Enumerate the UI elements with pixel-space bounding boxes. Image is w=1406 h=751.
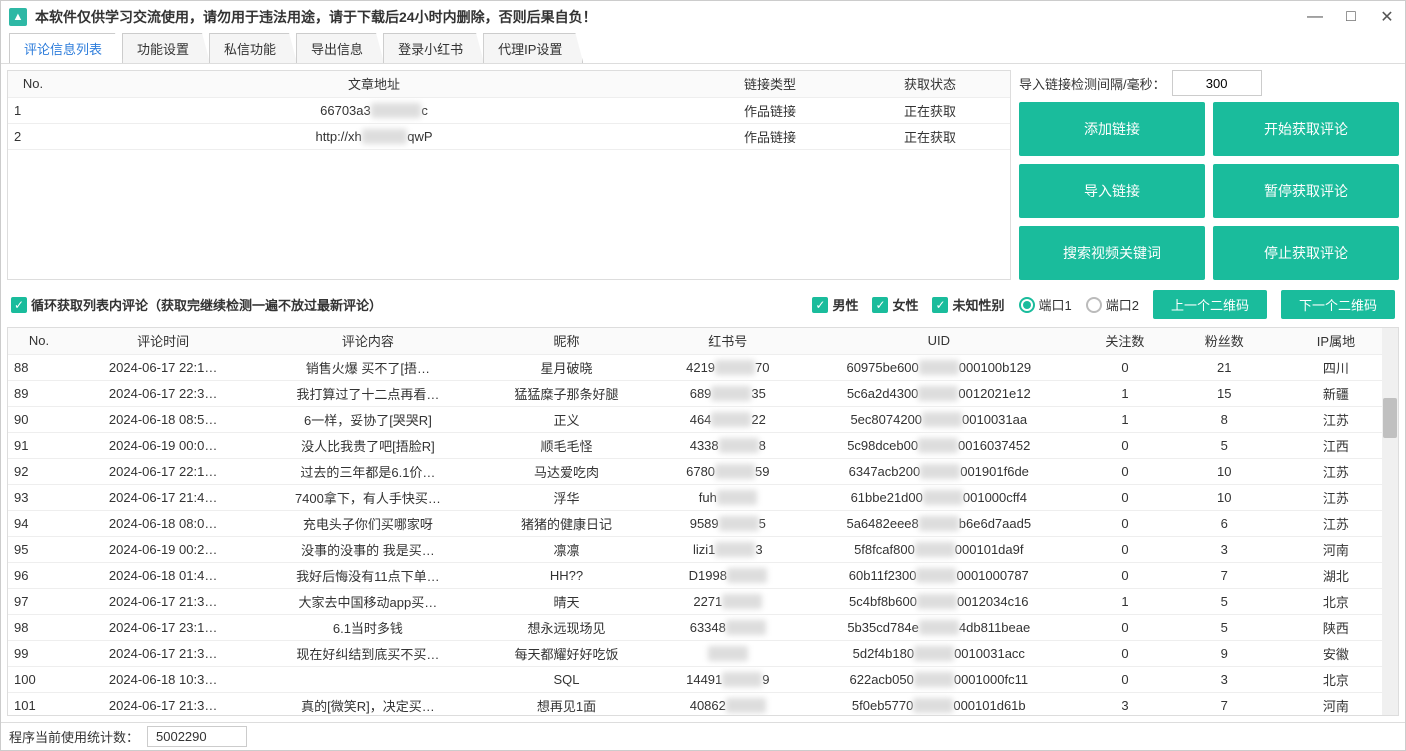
button-grid: 添加链接开始获取评论导入链接暂停获取评论搜索视频关键词停止获取评论	[1019, 102, 1399, 280]
port1-label: 端口1	[1039, 295, 1072, 314]
female-checkbox[interactable]: ✓ 女性	[872, 295, 918, 314]
app-icon: ▲	[9, 8, 27, 26]
link-row[interactable]: 166703a30000000c作品链接正在获取	[8, 97, 1010, 123]
btn-添加链接[interactable]: 添加链接	[1019, 102, 1205, 156]
link-table: No.文章地址链接类型获取状态 166703a30000000c作品链接正在获取…	[8, 71, 1010, 150]
stat-value: 5002290	[147, 726, 247, 747]
interval-row: 导入链接检测间隔/毫秒：	[1019, 70, 1399, 96]
link-col-文章地址: 文章地址	[58, 71, 690, 97]
next-qr-button[interactable]: 下一个二维码	[1281, 290, 1395, 319]
loop-label: 循环获取列表内评论（获取完继续检测一遍不放过最新评论）	[31, 295, 382, 314]
check-icon: ✓	[872, 297, 888, 313]
comments-col-评论内容: 评论内容	[256, 328, 479, 354]
link-col-No.: No.	[8, 71, 58, 97]
comments-col-关注数: 关注数	[1075, 328, 1174, 354]
comments-col-UID: UID	[802, 328, 1075, 354]
scrollbar[interactable]	[1382, 328, 1398, 715]
comments-table-wrap: No.评论时间评论内容昵称红书号UID关注数粉丝数IP属地 882024-06-…	[7, 327, 1399, 716]
comment-row[interactable]: 942024-06-18 08:0…充电头子你们买哪家呀猪猪的健康日记9589x…	[8, 510, 1398, 536]
tab-评论信息列表[interactable]: 评论信息列表	[9, 33, 123, 63]
top-section: No.文章地址链接类型获取状态 166703a30000000c作品链接正在获取…	[7, 70, 1399, 280]
unknown-checkbox[interactable]: ✓ 未知性别	[932, 295, 1004, 314]
comments-header: No.评论时间评论内容昵称红书号UID关注数粉丝数IP属地	[8, 328, 1398, 354]
minimize-button[interactable]: —	[1305, 7, 1325, 27]
tab-私信功能[interactable]: 私信功能	[209, 33, 297, 63]
comment-row[interactable]: 1002024-06-18 10:3…SQL14491xxx9622acb050…	[8, 666, 1398, 692]
male-label: 男性	[832, 295, 858, 314]
scrollbar-thumb[interactable]	[1383, 398, 1397, 438]
female-label: 女性	[892, 295, 918, 314]
comments-col-粉丝数: 粉丝数	[1175, 328, 1274, 354]
btn-暂停获取评论[interactable]: 暂停获取评论	[1213, 164, 1399, 218]
window-title: 本软件仅供学习交流使用，请勿用于违法用途，请于下载后24小时内删除，否则后果自负…	[35, 7, 1305, 27]
content-area: No.文章地址链接类型获取状态 166703a30000000c作品链接正在获取…	[1, 64, 1405, 722]
comment-row[interactable]: 882024-06-17 22:1…销售火爆 买不了[捂…星月破晓4219xxx…	[8, 354, 1398, 380]
comments-col-No.: No.	[8, 328, 70, 354]
comment-row[interactable]: 952024-06-19 00:2…没事的没事的 我是买…凛凛lizi1xxx3…	[8, 536, 1398, 562]
comment-row[interactable]: 922024-06-17 22:1…过去的三年都是6.1价…马达爱吃肉6780x…	[8, 458, 1398, 484]
port2-label: 端口2	[1106, 295, 1139, 314]
comment-row[interactable]: 892024-06-17 22:3…我打算过了十二点再看…猛猛糜子那条好腿689…	[8, 380, 1398, 406]
check-icon: ✓	[11, 297, 27, 313]
comment-row[interactable]: 1012024-06-17 21:3…真的[微笑R]，决定买…想再见1面4086…	[8, 692, 1398, 716]
link-row[interactable]: 2http://xhxxxxxxxqwP作品链接正在获取	[8, 123, 1010, 149]
interval-label: 导入链接检测间隔/毫秒：	[1019, 74, 1166, 93]
comments-col-IP属地: IP属地	[1274, 328, 1398, 354]
tab-bar: 评论信息列表功能设置私信功能导出信息登录小红书代理IP设置	[1, 33, 1405, 64]
maximize-button[interactable]: □	[1341, 7, 1361, 27]
link-table-header: No.文章地址链接类型获取状态	[8, 71, 1010, 97]
link-table-wrap: No.文章地址链接类型获取状态 166703a30000000c作品链接正在获取…	[7, 70, 1011, 280]
window-controls: — □ ✕	[1305, 7, 1397, 27]
app-window: ▲ 本软件仅供学习交流使用，请勿用于违法用途，请于下载后24小时内删除，否则后果…	[0, 0, 1406, 751]
comment-row[interactable]: 992024-06-17 21:3…现在好纠结到底买不买…每天都耀好好吃饭xxx…	[8, 640, 1398, 666]
tab-登录小红书[interactable]: 登录小红书	[383, 33, 484, 63]
tab-导出信息[interactable]: 导出信息	[296, 33, 384, 63]
filters-row: ✓ 循环获取列表内评论（获取完继续检测一遍不放过最新评论） ✓ 男性 ✓ 女性 …	[7, 284, 1399, 325]
stat-label: 程序当前使用统计数：	[9, 727, 139, 746]
check-icon: ✓	[932, 297, 948, 313]
unknown-label: 未知性别	[952, 295, 1004, 314]
btn-搜索视频关键词[interactable]: 搜索视频关键词	[1019, 226, 1205, 280]
side-panel: 导入链接检测间隔/毫秒： 添加链接开始获取评论导入链接暂停获取评论搜索视频关键词…	[1019, 70, 1399, 280]
port2-radio[interactable]: 端口2	[1086, 295, 1139, 314]
radio-icon	[1086, 297, 1102, 313]
check-icon: ✓	[812, 297, 828, 313]
comment-row[interactable]: 912024-06-19 00:0…没人比我贵了吧[捂脸R]顺毛毛怪4338xx…	[8, 432, 1398, 458]
comment-row[interactable]: 902024-06-18 08:5…6一样，妥协了[哭哭R]正义464xxx22…	[8, 406, 1398, 432]
btn-停止获取评论[interactable]: 停止获取评论	[1213, 226, 1399, 280]
comments-col-红书号: 红书号	[653, 328, 802, 354]
radio-icon	[1019, 297, 1035, 313]
loop-checkbox[interactable]: ✓ 循环获取列表内评论（获取完继续检测一遍不放过最新评论）	[11, 295, 382, 314]
comments-table: No.评论时间评论内容昵称红书号UID关注数粉丝数IP属地 882024-06-…	[8, 328, 1398, 716]
port1-radio[interactable]: 端口1	[1019, 295, 1072, 314]
statusbar: 程序当前使用统计数： 5002290	[1, 722, 1405, 750]
close-button[interactable]: ✕	[1377, 7, 1397, 27]
tab-代理IP设置[interactable]: 代理IP设置	[483, 33, 583, 63]
btn-导入链接[interactable]: 导入链接	[1019, 164, 1205, 218]
comment-row[interactable]: 932024-06-17 21:4…7400拿下，有人手快买…浮华fuhxxx6…	[8, 484, 1398, 510]
comment-row[interactable]: 982024-06-17 23:1…6.1当时多钱想永远现场见63348xxx5…	[8, 614, 1398, 640]
prev-qr-button[interactable]: 上一个二维码	[1153, 290, 1267, 319]
btn-开始获取评论[interactable]: 开始获取评论	[1213, 102, 1399, 156]
comments-col-评论时间: 评论时间	[70, 328, 256, 354]
male-checkbox[interactable]: ✓ 男性	[812, 295, 858, 314]
tab-功能设置[interactable]: 功能设置	[122, 33, 210, 63]
comment-row[interactable]: 962024-06-18 01:4…我好后悔没有11点下单…HH??D1998x…	[8, 562, 1398, 588]
comments-col-昵称: 昵称	[480, 328, 654, 354]
titlebar: ▲ 本软件仅供学习交流使用，请勿用于违法用途，请于下载后24小时内删除，否则后果…	[1, 1, 1405, 33]
link-col-获取状态: 获取状态	[850, 71, 1010, 97]
comment-row[interactable]: 972024-06-17 21:3…大家去中国移动app买…晴天2271xxx5…	[8, 588, 1398, 614]
interval-input[interactable]	[1172, 70, 1262, 96]
link-col-链接类型: 链接类型	[690, 71, 850, 97]
